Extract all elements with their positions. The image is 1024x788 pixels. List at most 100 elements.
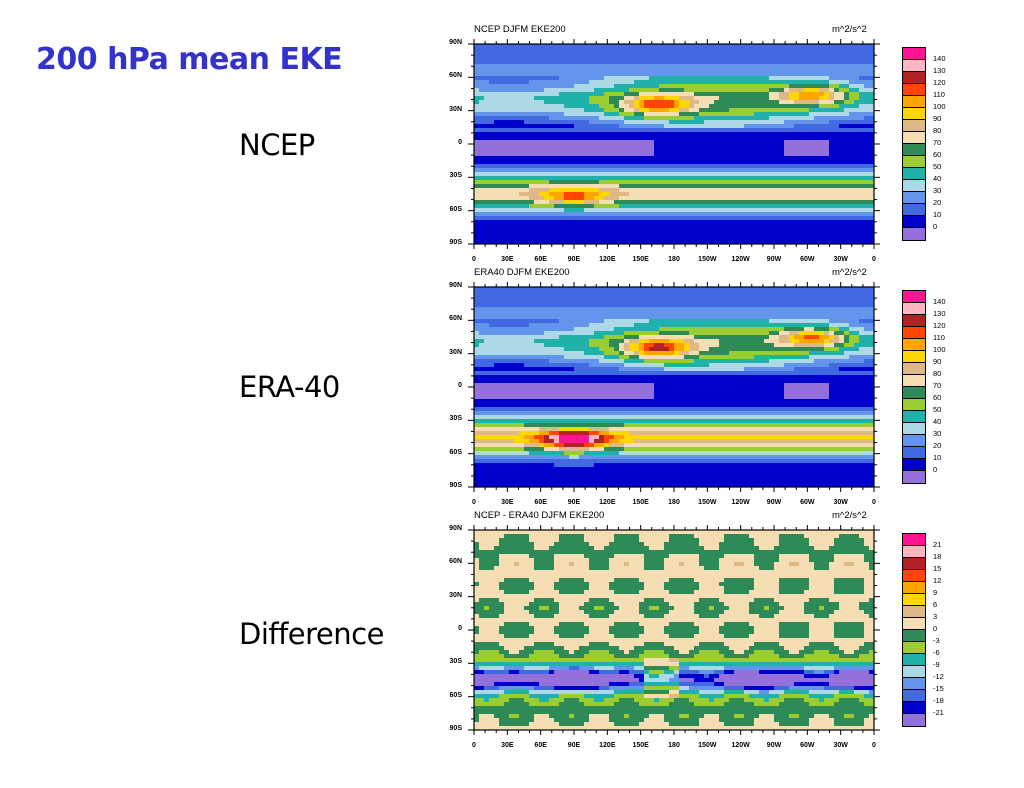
heatmap-cell	[689, 220, 695, 225]
heatmap-cell	[829, 204, 835, 209]
heatmap-cell	[699, 60, 705, 65]
heatmap-cell	[669, 212, 675, 217]
heatmap-cell	[584, 144, 590, 149]
heatmap-cell	[774, 60, 780, 65]
heatmap-cell	[834, 64, 840, 69]
heatmap-cell	[684, 176, 690, 181]
heatmap-cell	[564, 228, 570, 233]
heatmap-cell	[589, 204, 595, 209]
heatmap-cell	[699, 208, 705, 213]
heatmap-cell	[764, 104, 770, 109]
heatmap-cell	[584, 180, 590, 185]
heatmap-cell	[624, 295, 630, 300]
heatmap-cell	[544, 88, 550, 93]
heatmap-cell	[679, 299, 685, 304]
heatmap-cell	[584, 112, 590, 117]
heatmap-cell	[524, 240, 530, 245]
heatmap-cell	[784, 295, 790, 300]
heatmap-cell	[629, 144, 635, 149]
heatmap-cell	[804, 299, 810, 304]
heatmap-cell	[664, 208, 670, 213]
heatmap-cell	[639, 188, 645, 193]
heatmap-cell	[664, 60, 670, 65]
heatmap-cell	[554, 228, 560, 233]
heatmap-cell	[829, 56, 835, 61]
heatmap-cell	[729, 52, 735, 57]
heatmap-cell	[679, 52, 685, 57]
heatmap-cell	[744, 236, 750, 241]
heatmap-cell	[844, 124, 850, 129]
heatmap-cell	[709, 132, 715, 137]
heatmap-cell	[759, 144, 765, 149]
heatmap-cell	[574, 152, 580, 157]
heatmap-cell	[864, 323, 870, 328]
heatmap-cell	[749, 48, 755, 53]
heatmap-cell	[824, 68, 830, 73]
heatmap-cell	[549, 196, 555, 201]
heatmap-cell	[724, 180, 730, 185]
heatmap-cell	[689, 168, 695, 173]
heatmap-cell	[719, 80, 725, 85]
heatmap-cell	[804, 204, 810, 209]
heatmap-cell	[814, 287, 820, 292]
heatmap-cell	[499, 92, 505, 97]
heatmap-cell	[819, 144, 825, 149]
heatmap-cell	[834, 128, 840, 133]
heatmap-cell	[574, 44, 580, 49]
heatmap-cell	[574, 180, 580, 185]
heatmap-cell	[769, 136, 775, 141]
heatmap-cell	[489, 92, 495, 97]
heatmap-cell	[794, 216, 800, 221]
heatmap-cell	[479, 84, 485, 89]
heatmap-cell	[524, 168, 530, 173]
heatmap-cell	[729, 116, 735, 121]
heatmap-cell	[499, 56, 505, 61]
heatmap-cell	[839, 224, 845, 229]
heatmap-cell	[709, 88, 715, 93]
heatmap-cell	[644, 311, 650, 316]
heatmap-cell	[664, 236, 670, 241]
heatmap-cell	[724, 56, 730, 61]
heatmap-cell	[719, 240, 725, 245]
heatmap-cell	[639, 84, 645, 89]
heatmap-cell	[609, 315, 615, 320]
heatmap-cell	[569, 184, 575, 189]
heatmap-cell	[504, 164, 510, 169]
heatmap-cell	[619, 112, 625, 117]
heatmap-cell	[604, 204, 610, 209]
heatmap-cell	[739, 128, 745, 133]
heatmap-cell	[474, 60, 480, 65]
heatmap-cell	[664, 184, 670, 189]
heatmap-cell	[574, 64, 580, 69]
heatmap-cell	[514, 232, 520, 237]
heatmap-cell	[784, 112, 790, 117]
heatmap-cell	[819, 323, 825, 328]
heatmap-cell	[624, 315, 630, 320]
heatmap-cell	[634, 311, 640, 316]
heatmap-cell	[709, 120, 715, 125]
heatmap-cell	[794, 172, 800, 177]
x-tick-label: 0	[472, 256, 476, 263]
heatmap-cell	[509, 80, 515, 85]
x-tick-label: 60E	[534, 256, 547, 263]
heatmap-cell	[529, 136, 535, 141]
heatmap-cell	[519, 52, 525, 57]
heatmap-cell	[564, 88, 570, 93]
heatmap-cell	[654, 220, 660, 225]
x-tick-label: 150W	[698, 256, 717, 263]
heatmap-cell	[714, 240, 720, 245]
heatmap-cell	[554, 60, 560, 65]
heatmap-cell	[684, 136, 690, 141]
heatmap-cell	[869, 176, 875, 181]
heatmap-cell	[744, 307, 750, 312]
heatmap-cell	[514, 132, 520, 137]
heatmap-cell	[834, 287, 840, 292]
heatmap-cell	[579, 100, 585, 105]
heatmap-cell	[714, 152, 720, 157]
heatmap-cell	[634, 176, 640, 181]
heatmap-cell	[869, 116, 875, 121]
heatmap-cell	[539, 128, 545, 133]
heatmap-cell	[649, 148, 655, 153]
heatmap-cell	[729, 104, 735, 109]
heatmap-cell	[534, 132, 540, 137]
